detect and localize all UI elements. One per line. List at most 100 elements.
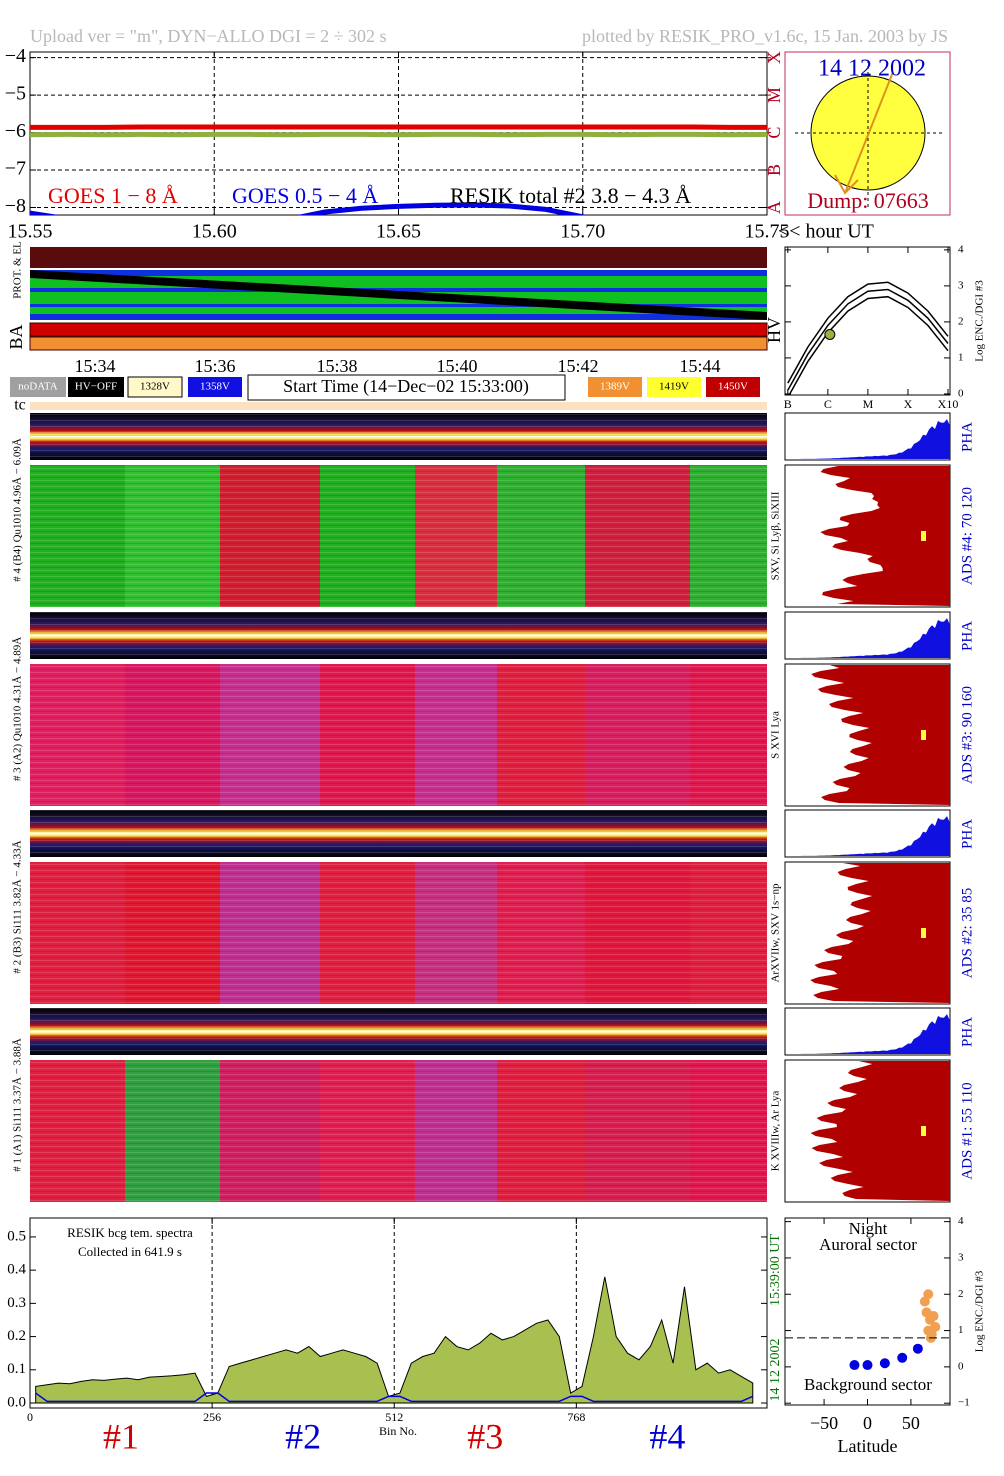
tc-label: tc xyxy=(14,397,26,414)
pha-profile xyxy=(785,618,950,658)
y-tick-label: 2 xyxy=(958,1288,964,1300)
ads-marker xyxy=(921,531,926,541)
pha-label: PHA xyxy=(959,621,975,651)
legend-entry: RESIK total #2 3.8 − 4.3 Å xyxy=(450,183,691,208)
area xyxy=(35,1276,754,1404)
pha-profile xyxy=(785,816,950,856)
y-tick-label: 0 xyxy=(958,1360,964,1372)
channel-label: # 3 (A2) Qu1010 4.31Å − 4.89Å xyxy=(12,637,24,781)
hv-band xyxy=(30,270,767,276)
start-time-box xyxy=(247,374,566,401)
x-tick-label: 15.70 xyxy=(560,221,605,243)
hv-label: HV xyxy=(764,317,784,343)
line xyxy=(787,281,949,384)
x-tick-label: 15.75 xyxy=(745,221,790,243)
dump-trace xyxy=(30,270,767,320)
time-label: 15:36 xyxy=(194,356,235,376)
y-tick-label: 1 xyxy=(958,351,964,363)
point xyxy=(897,1352,908,1363)
point xyxy=(912,1343,923,1354)
y-tick-label: 0 xyxy=(958,387,964,399)
x-tick-label: 0 xyxy=(27,1410,33,1424)
annotation: RESIK bcg tem. spectra xyxy=(67,1225,193,1240)
ba-band xyxy=(29,336,768,351)
annotation: Collected in 641.9 s xyxy=(78,1244,182,1259)
prot-band xyxy=(30,247,767,268)
annotation: Night xyxy=(849,1219,888,1238)
hv-band xyxy=(30,314,767,320)
pha-texture xyxy=(30,612,767,659)
line-label: S XVI Lya xyxy=(770,711,782,759)
y-tick-label: −6 xyxy=(5,120,26,142)
start-time: Start Time (14−Dec−02 15:33:00) xyxy=(283,376,529,397)
side-label: 14 12 2002 xyxy=(768,1339,783,1402)
pha-texture xyxy=(30,810,767,857)
y-tick-label: 4 xyxy=(958,1215,964,1227)
time-label: 15:42 xyxy=(557,356,598,376)
y-tick-label: 0.1 xyxy=(7,1361,26,1377)
point xyxy=(928,1311,939,1322)
x-tick-label: 15.60 xyxy=(192,221,237,243)
button xyxy=(188,377,242,397)
legend-entry: GOES 1 − 8 Å xyxy=(48,183,178,208)
x-tick-label: B xyxy=(784,397,792,411)
line-label: SXV, Si Lyβ, SiXIII xyxy=(770,491,782,580)
channel-number: #4 xyxy=(649,1416,685,1456)
legend-entry: GOES 0.5 − 4 Å xyxy=(232,183,378,208)
pha-profile xyxy=(785,1014,950,1054)
annotation: Auroral sector xyxy=(819,1235,917,1254)
time-label: 15:40 xyxy=(436,356,477,376)
channel-label: # 1 (A1) Si111 3.37Å − 3.88Å xyxy=(12,1038,24,1172)
y-tick-label: 0.0 xyxy=(7,1394,26,1410)
button xyxy=(68,377,124,397)
channel-number: #1 xyxy=(103,1416,139,1456)
annotation: Background sector xyxy=(804,1375,932,1394)
dump-label: Dump: 07663 xyxy=(807,188,929,213)
y-tick-label: 0.2 xyxy=(7,1328,26,1344)
ba-label: BA xyxy=(6,324,26,349)
pha-label: PHA xyxy=(959,1017,975,1047)
time-label: 15:44 xyxy=(679,356,720,376)
y2-tick-label: B xyxy=(764,164,784,176)
ads-marker xyxy=(921,928,926,938)
y-tick-label: 2 xyxy=(958,315,964,327)
ads-profile xyxy=(810,1061,950,1201)
y-tick-label: −4 xyxy=(5,45,26,67)
ads-texture xyxy=(30,1060,767,1202)
y-tick-label: 1 xyxy=(958,1324,964,1336)
button xyxy=(588,377,642,397)
ba-band xyxy=(29,322,768,337)
ads-texture xyxy=(30,862,767,1004)
x-tick-label: M xyxy=(863,397,874,411)
y-tick-label: −5 xyxy=(5,83,26,105)
point xyxy=(879,1358,890,1369)
ads-label: ADS #3: 90 160 xyxy=(959,686,975,784)
x-tick-label: X xyxy=(904,397,913,411)
x-tick-label: X10 xyxy=(938,397,959,411)
channel-label: # 4 (B4) Qu1010 4.96Å − 6.09Å xyxy=(12,438,24,582)
y-tick-label: 0.5 xyxy=(7,1228,26,1244)
ads-texture xyxy=(30,664,767,806)
button-label: 1389V xyxy=(600,381,630,393)
x-tick-label: C xyxy=(824,397,832,411)
ads-label: ADS #2: 35 85 xyxy=(959,888,975,978)
y2-tick-label: X xyxy=(764,51,784,64)
plot-frame xyxy=(784,246,951,396)
y-tick-label: 3 xyxy=(958,1251,964,1263)
x-tick-label: 0 xyxy=(863,1413,872,1433)
line xyxy=(787,288,949,391)
y-axis-label: Log ENC./DGI #3 xyxy=(974,1270,986,1352)
x-tick-label: −50 xyxy=(810,1413,838,1433)
ads-marker xyxy=(921,730,926,740)
series-group xyxy=(849,1289,941,1371)
side-label: 15:39:00 UT xyxy=(768,1234,783,1306)
tc-band xyxy=(30,402,767,410)
hv-band xyxy=(30,304,767,307)
button xyxy=(647,377,701,397)
y-tick-label: −7 xyxy=(5,158,26,180)
button-label: noDATA xyxy=(18,381,58,393)
pha-texture xyxy=(30,1008,767,1055)
y-tick-label: 4 xyxy=(958,243,964,255)
button-label: 1450V xyxy=(718,381,748,393)
x-axis-label: << hour UT xyxy=(778,221,874,243)
